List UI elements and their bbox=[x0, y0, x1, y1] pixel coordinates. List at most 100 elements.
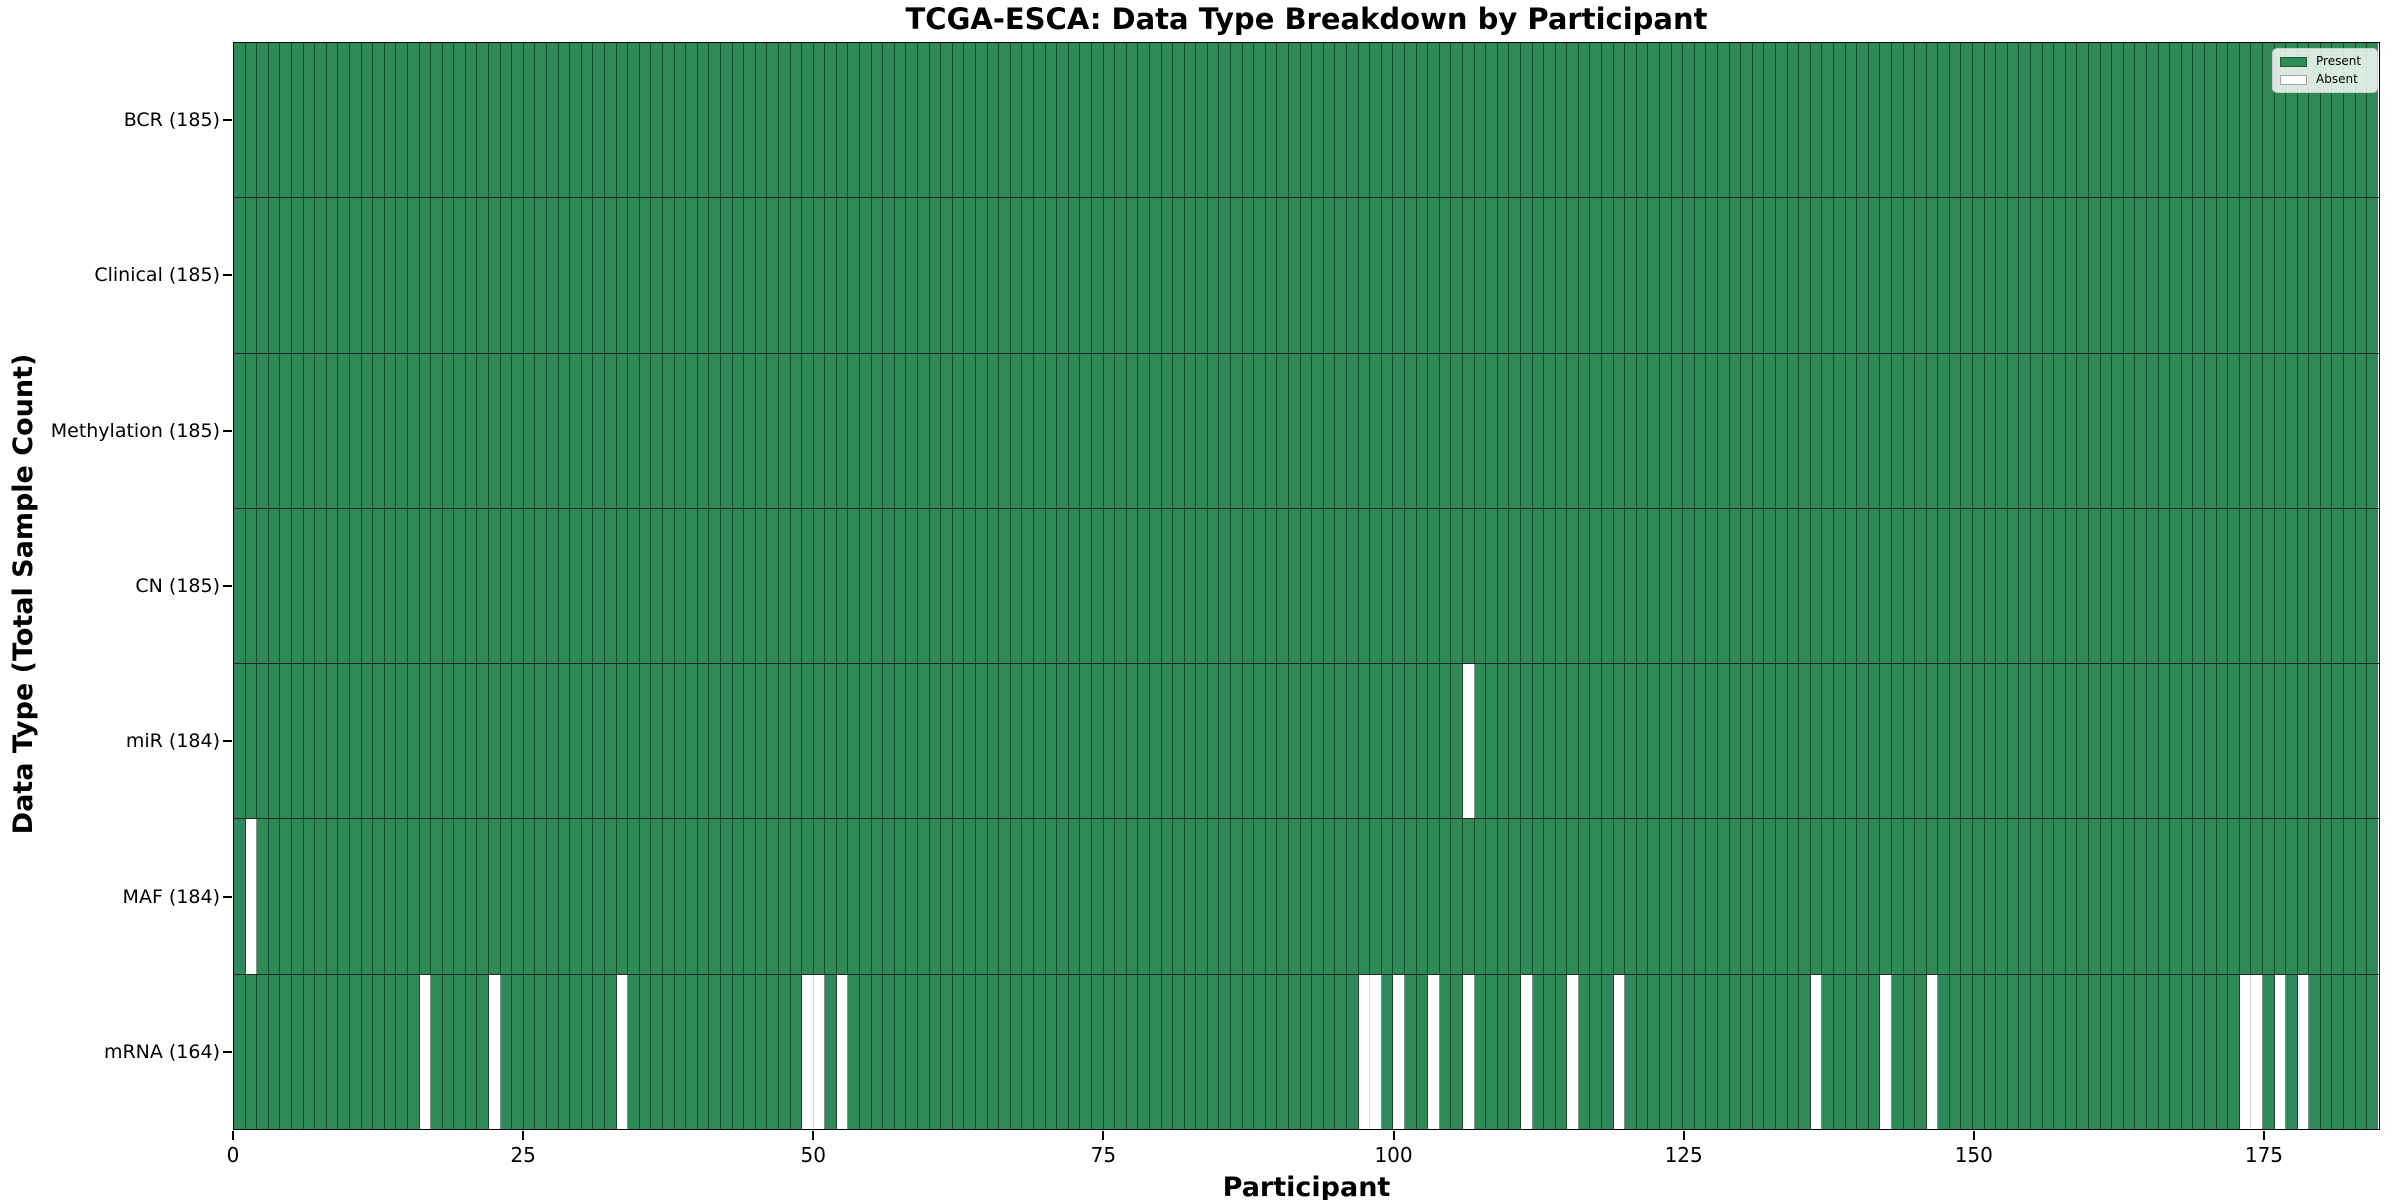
heatmap-cell bbox=[790, 508, 803, 664]
heatmap-cell bbox=[1231, 664, 1243, 819]
heatmap-cell bbox=[1010, 43, 1023, 198]
heatmap-cell bbox=[1149, 819, 1162, 974]
heatmap-cell bbox=[2158, 508, 2171, 664]
heatmap-cell bbox=[1996, 198, 2008, 353]
heatmap-cell bbox=[2031, 664, 2043, 819]
heatmap-cell bbox=[1926, 353, 1939, 508]
heatmap-cell bbox=[1010, 974, 1023, 1129]
heatmap-cell bbox=[1381, 508, 1394, 664]
heatmap-cell bbox=[987, 974, 1000, 1129]
heatmap-cell bbox=[303, 819, 316, 974]
heatmap-cell bbox=[1184, 508, 1197, 664]
heatmap-cell bbox=[2135, 974, 2147, 1129]
heatmap-cell bbox=[836, 974, 849, 1129]
heatmap-cell bbox=[1799, 353, 1811, 508]
heatmap-cell bbox=[639, 43, 652, 198]
heatmap-cell bbox=[1219, 198, 1232, 353]
heatmap-cell bbox=[906, 353, 919, 508]
heatmap-cell bbox=[1428, 508, 1440, 664]
heatmap-cell bbox=[628, 508, 640, 664]
heatmap-row-CN bbox=[234, 508, 2379, 665]
heatmap-cell bbox=[802, 819, 814, 974]
heatmap-cell bbox=[906, 198, 919, 353]
heatmap-cell bbox=[2297, 198, 2310, 353]
heatmap-cell bbox=[1022, 974, 1034, 1129]
heatmap-cell bbox=[1949, 353, 1962, 508]
heatmap-cell bbox=[373, 664, 385, 819]
heatmap-cell bbox=[2320, 508, 2333, 664]
heatmap-cell bbox=[767, 664, 779, 819]
heatmap-cell bbox=[489, 508, 501, 664]
heatmap-cell bbox=[999, 819, 1011, 974]
heatmap-cell bbox=[1033, 353, 1046, 508]
heatmap-cell bbox=[245, 353, 258, 508]
heatmap-cell bbox=[1949, 198, 1962, 353]
heatmap-cell bbox=[2065, 43, 2078, 198]
heatmap-cell bbox=[813, 43, 826, 198]
heatmap-cell bbox=[315, 43, 327, 198]
heatmap-cell bbox=[616, 664, 629, 819]
heatmap-row-Methylation bbox=[234, 353, 2379, 509]
heatmap-cell bbox=[1775, 974, 1788, 1129]
heatmap-cell bbox=[1683, 664, 1695, 819]
heatmap-cell bbox=[1207, 664, 1220, 819]
heatmap-cell bbox=[999, 664, 1011, 819]
heatmap-cell bbox=[326, 43, 339, 198]
heatmap-cell bbox=[662, 819, 675, 974]
heatmap-cell bbox=[1300, 974, 1313, 1129]
heatmap-row-mRNA bbox=[234, 974, 2379, 1129]
heatmap-cell bbox=[1080, 353, 1092, 508]
heatmap-cell bbox=[338, 508, 350, 664]
heatmap-cell bbox=[1555, 43, 1568, 198]
heatmap-cell bbox=[523, 974, 536, 1129]
heatmap-cell bbox=[465, 508, 478, 664]
heatmap-cell bbox=[1451, 353, 1463, 508]
heatmap-cell bbox=[396, 198, 408, 353]
heatmap-cell bbox=[1857, 819, 1869, 974]
heatmap-cell bbox=[1207, 974, 1220, 1129]
heatmap-cell bbox=[2251, 974, 2263, 1129]
heatmap-cell bbox=[790, 198, 803, 353]
heatmap-cell bbox=[2123, 819, 2136, 974]
heatmap-cell bbox=[1033, 974, 1046, 1129]
heatmap-cell bbox=[1718, 198, 1730, 353]
heatmap-cell bbox=[709, 198, 721, 353]
heatmap-cell bbox=[2320, 353, 2333, 508]
heatmap-cell bbox=[2181, 819, 2194, 974]
heatmap-cell bbox=[1590, 508, 1603, 664]
heatmap-cell bbox=[2007, 974, 2020, 1129]
heatmap-cell bbox=[1207, 43, 1220, 198]
heatmap-cell bbox=[1115, 664, 1127, 819]
heatmap-cell bbox=[2251, 198, 2263, 353]
heatmap-cell bbox=[1938, 43, 1950, 198]
heatmap-cell bbox=[2089, 819, 2101, 974]
heatmap-cell bbox=[1799, 508, 1811, 664]
heatmap-cell bbox=[1949, 664, 1962, 819]
heatmap-cell bbox=[2239, 974, 2252, 1129]
heatmap-cell bbox=[1323, 664, 1336, 819]
heatmap-cell bbox=[1173, 43, 1185, 198]
heatmap-cell bbox=[1022, 508, 1034, 664]
heatmap-cell bbox=[964, 974, 976, 1129]
heatmap-cell bbox=[720, 43, 733, 198]
heatmap-cell bbox=[1091, 353, 1104, 508]
heatmap-cell bbox=[686, 664, 698, 819]
heatmap-cell bbox=[1752, 43, 1765, 198]
heatmap-cell bbox=[303, 198, 316, 353]
heatmap-cell bbox=[2158, 664, 2171, 819]
heatmap-cell bbox=[964, 819, 976, 974]
heatmap-cell bbox=[836, 819, 849, 974]
heatmap-cell bbox=[2135, 664, 2147, 819]
heatmap-cell bbox=[1370, 508, 1382, 664]
heatmap-cell bbox=[2158, 819, 2171, 974]
heatmap-cell bbox=[1799, 198, 1811, 353]
heatmap-cell bbox=[674, 664, 687, 819]
heatmap-cell bbox=[976, 819, 988, 974]
heatmap-cell bbox=[1312, 974, 1324, 1129]
heatmap-cell bbox=[2332, 353, 2345, 508]
heatmap-cell bbox=[1625, 43, 1637, 198]
heatmap-cell bbox=[477, 819, 490, 974]
y-tick-mark bbox=[223, 1051, 232, 1054]
heatmap-cell bbox=[686, 508, 698, 664]
heatmap-cell bbox=[512, 974, 524, 1129]
